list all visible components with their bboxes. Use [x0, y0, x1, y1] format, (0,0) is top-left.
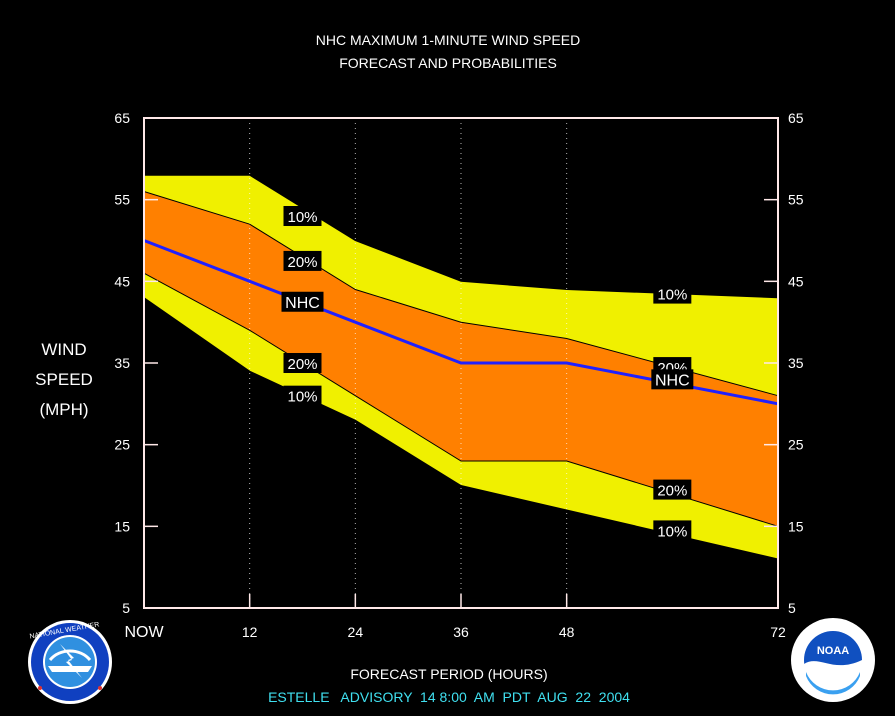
- lower-20pct-line: [143, 272, 779, 527]
- series-label-box: [281, 291, 324, 312]
- y-axis-label-line3: (MPH): [39, 400, 88, 419]
- advisory-footer: ESTELLE ADVISORY 14 8:00 AM PDT AUG 22 2…: [268, 689, 630, 705]
- y-tick-label-left: 15: [114, 518, 130, 534]
- series-label-box: [653, 520, 692, 541]
- x-tick-label: 24: [348, 624, 364, 640]
- x-tick-label: 48: [559, 624, 575, 640]
- noaa-logo-text: NOAA: [817, 645, 849, 657]
- x-tick-label: 12: [242, 624, 258, 640]
- x-tick-label: 72: [770, 624, 786, 640]
- series-label: 10%: [657, 287, 687, 304]
- series-label-box: [651, 369, 694, 390]
- chart-title: NHC MAXIMUM 1-MINUTE WIND SPEED: [316, 32, 580, 48]
- y-tick-label-right: 15: [788, 518, 804, 534]
- series-label: 10%: [287, 389, 317, 406]
- series-label-box: [283, 353, 322, 373]
- x-axis-label: FORECAST PERIOD (HOURS): [350, 666, 547, 682]
- series-label: 10%: [657, 523, 687, 540]
- series-label-box: [283, 206, 322, 226]
- series-label: 20%: [657, 483, 687, 500]
- x-tick-label: 36: [453, 624, 469, 640]
- y-tick-label-left: 65: [114, 110, 130, 126]
- y-tick-label-right: 35: [788, 355, 804, 371]
- y-tick-label-left: 25: [114, 437, 130, 453]
- y-axis-label-line2: SPEED: [35, 370, 93, 389]
- series-label: 20%: [287, 356, 317, 373]
- lower-10pct-line: [143, 297, 779, 560]
- upper-20pct-line: [143, 191, 779, 397]
- series-label-box: [283, 385, 322, 406]
- x-tick-label: NOW: [124, 624, 164, 641]
- y-tick-label-right: 5: [788, 600, 796, 616]
- series-label: 10%: [287, 209, 317, 226]
- y-tick-label-left: 55: [114, 192, 130, 208]
- y-tick-label-right: 55: [788, 192, 804, 208]
- y-tick-label-left: 5: [122, 600, 130, 616]
- series-lines: [143, 174, 779, 560]
- series-label-box: [283, 250, 322, 271]
- series-label-box: [653, 479, 692, 500]
- upper-10pct-line: [144, 174, 779, 299]
- y-tick-label-left: 45: [114, 273, 130, 289]
- y-tick-label-right: 45: [788, 273, 804, 289]
- noaa-logo: NOAA: [791, 618, 875, 702]
- series-label: NHC: [285, 295, 320, 312]
- national-weather-service-logo: NATIONAL WEATHER: [28, 620, 112, 704]
- y-tick-label-left: 35: [114, 355, 130, 371]
- nhc-forecast-line: [143, 239, 779, 406]
- series-label-box: [653, 283, 692, 304]
- y-axis-label-line1: WIND: [41, 340, 86, 359]
- chart-subtitle: FORECAST AND PROBABILITIES: [339, 55, 557, 71]
- y-tick-label-right: 25: [788, 437, 804, 453]
- y-tick-label-right: 65: [788, 110, 804, 126]
- series-label: 20%: [287, 254, 317, 271]
- series-label: NHC: [655, 372, 690, 389]
